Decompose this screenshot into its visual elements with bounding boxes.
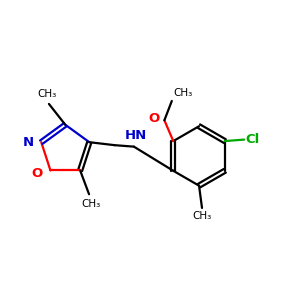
Text: O: O (32, 167, 43, 180)
Text: N: N (23, 136, 34, 149)
Text: HN: HN (124, 129, 146, 142)
Text: CH₃: CH₃ (81, 199, 100, 209)
Text: Cl: Cl (246, 133, 260, 146)
Text: CH₃: CH₃ (192, 211, 212, 221)
Text: CH₃: CH₃ (173, 88, 193, 98)
Text: O: O (149, 112, 160, 125)
Text: CH₃: CH₃ (38, 89, 57, 100)
